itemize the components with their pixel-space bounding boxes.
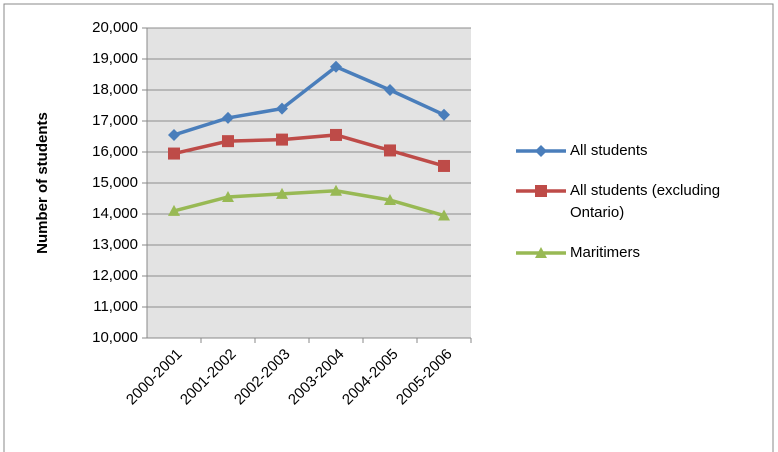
legend-item: All students <box>516 140 766 162</box>
y-axis-label: Number of students <box>34 112 51 254</box>
y-tick-label: 10,000 <box>92 329 138 346</box>
data-point <box>438 159 450 172</box>
legend-swatch <box>516 145 566 157</box>
series-line <box>173 133 445 168</box>
data-point <box>330 60 342 73</box>
y-tick-label: 13,000 <box>92 236 138 253</box>
data-point <box>384 84 396 96</box>
legend-marker <box>535 145 547 157</box>
data-point <box>168 147 180 160</box>
legend-item: Maritimers <box>516 242 766 264</box>
data-point <box>168 128 180 141</box>
data-point <box>384 144 396 157</box>
legend-swatch <box>516 247 566 258</box>
data-point <box>276 187 288 199</box>
y-tick-label: 20,000 <box>92 19 138 36</box>
legend-marker <box>535 185 547 197</box>
y-tick-label: 15,000 <box>92 174 138 191</box>
legend-item: All students (excluding Ontario) <box>516 180 766 224</box>
y-tick-label: 11,000 <box>93 298 138 315</box>
series-line <box>173 64 445 137</box>
legend: All students All students (excluding Onta… <box>516 140 766 282</box>
y-tick-label: 14,000 <box>92 205 138 222</box>
data-point <box>330 128 342 141</box>
legend-label: All students (excluding Ontario) <box>570 182 721 221</box>
y-tick-label: 12,000 <box>92 267 138 284</box>
legend-label: All students <box>570 142 648 159</box>
data-point <box>222 135 234 148</box>
data-point <box>276 102 288 115</box>
data-point <box>276 133 288 146</box>
data-point <box>438 209 450 221</box>
y-tick-label: 19,000 <box>92 50 138 67</box>
data-point <box>222 190 234 202</box>
legend-label: Maritimers <box>570 244 640 261</box>
legend-marker <box>535 247 547 258</box>
y-tick-label: 18,000 <box>92 81 138 98</box>
data-point <box>384 194 396 206</box>
data-point <box>168 204 180 216</box>
data-point <box>222 111 234 124</box>
y-tick-label: 16,000 <box>92 143 138 160</box>
legend-swatch <box>516 185 566 197</box>
series-line <box>173 188 445 218</box>
y-tick-label: 17,000 <box>92 112 138 129</box>
data-point <box>438 108 450 121</box>
data-point <box>330 184 342 196</box>
